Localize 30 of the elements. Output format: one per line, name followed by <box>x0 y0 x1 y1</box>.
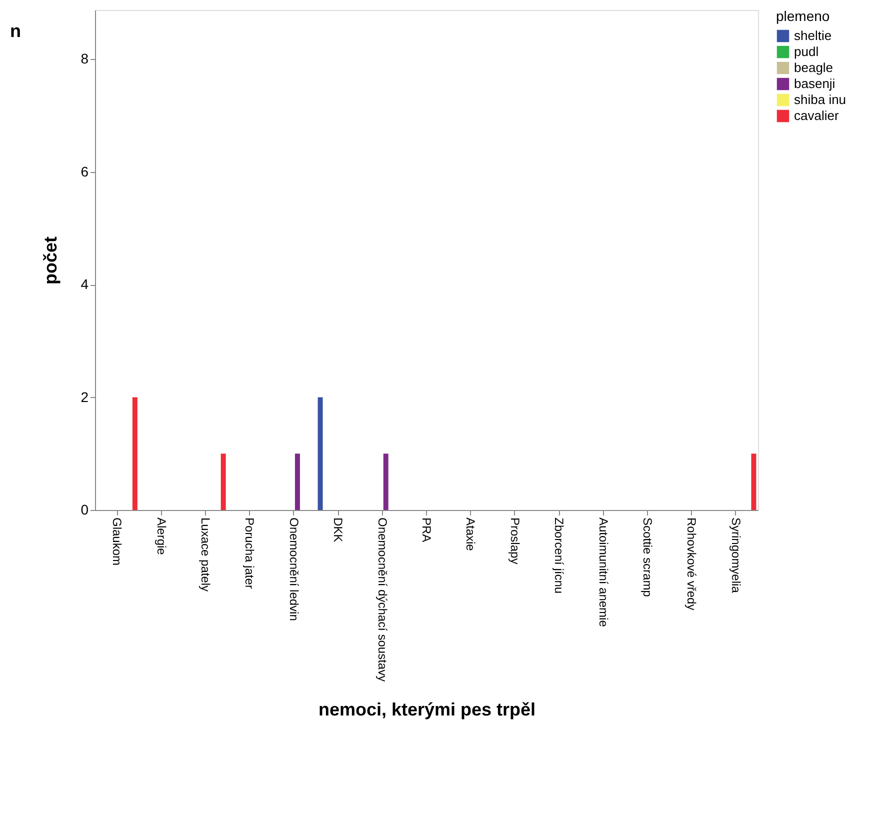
y-axis-title: počet <box>40 236 61 285</box>
y-tick-label: 8 <box>80 50 89 67</box>
x-tick-label: Onemocnění ledvin <box>286 518 301 621</box>
legend-label: shiba inu <box>794 92 846 107</box>
x-tick-label: Onemocnění dýchací soustavy <box>375 518 390 682</box>
x-axis-title: nemoci, kterými pes trpěl <box>318 700 536 720</box>
x-tick-label: DKK <box>331 518 346 542</box>
legend-title: plemeno <box>776 8 830 24</box>
x-tick-label: Alergie <box>154 518 168 556</box>
x-tick-label: Glaukom <box>110 518 124 566</box>
legend-label: beagle <box>794 60 834 75</box>
legend-label: basenji <box>794 76 836 91</box>
x-tick-label: Zborcení jícnu <box>552 518 566 594</box>
y-tick-label: 6 <box>80 163 89 180</box>
y-tick-label: 4 <box>80 276 89 292</box>
text: n <box>10 21 21 41</box>
legend-label: cavalier <box>794 108 840 123</box>
x-tick-label: Porucha jater <box>242 518 257 589</box>
legend-label: sheltie <box>794 28 832 43</box>
x-tick-label: Ataxie <box>464 518 478 552</box>
y-tick-label: 0 <box>80 502 89 518</box>
x-tick-label: Luxace pately <box>198 518 212 592</box>
x-tick-label: Scottie scramp <box>640 518 654 598</box>
x-tick-label: Autoimunitní anemie <box>596 518 610 628</box>
legend-label: pudl <box>794 44 819 59</box>
y-tick-label: 2 <box>80 388 89 405</box>
x-tick-label: Rohovkové vředy <box>684 518 699 610</box>
x-tick-label: PRA <box>420 518 434 542</box>
x-tick-label: Proslapy <box>508 518 522 564</box>
x-tick-label: Syringomyelia <box>728 518 743 594</box>
